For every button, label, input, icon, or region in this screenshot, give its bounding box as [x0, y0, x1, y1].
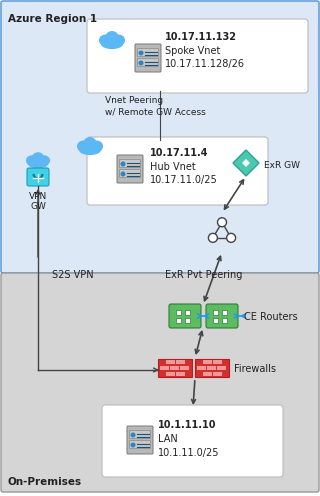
Circle shape	[131, 443, 135, 447]
Circle shape	[121, 162, 125, 166]
Bar	[170, 366, 179, 370]
Bar	[180, 366, 189, 370]
Ellipse shape	[106, 32, 118, 43]
Ellipse shape	[78, 141, 89, 151]
Bar	[185, 317, 189, 322]
FancyBboxPatch shape	[206, 304, 238, 328]
FancyBboxPatch shape	[119, 170, 140, 178]
Bar	[185, 310, 189, 314]
Bar	[203, 360, 212, 364]
Bar	[175, 317, 180, 322]
Text: 10.1.11.10: 10.1.11.10	[158, 420, 217, 430]
FancyBboxPatch shape	[135, 44, 161, 72]
Text: VPN
GW: VPN GW	[29, 192, 47, 211]
Bar	[221, 310, 227, 314]
Circle shape	[227, 233, 236, 243]
FancyBboxPatch shape	[87, 19, 308, 93]
Text: Vnet Peering
w/ Remote GW Access: Vnet Peering w/ Remote GW Access	[105, 96, 206, 117]
Polygon shape	[233, 150, 259, 176]
Ellipse shape	[39, 156, 49, 165]
Circle shape	[139, 61, 143, 65]
Text: 10.1.11.0/25: 10.1.11.0/25	[158, 448, 220, 458]
Text: Firewalls: Firewalls	[234, 364, 276, 374]
Text: Azure Region 1: Azure Region 1	[8, 14, 97, 24]
Text: Hub Vnet: Hub Vnet	[150, 162, 196, 172]
Ellipse shape	[80, 145, 100, 154]
Ellipse shape	[102, 39, 123, 49]
Text: 10.17.11.132: 10.17.11.132	[165, 32, 237, 42]
Bar	[197, 366, 206, 370]
Ellipse shape	[113, 35, 124, 46]
FancyBboxPatch shape	[1, 273, 319, 492]
Text: LAN: LAN	[158, 434, 178, 444]
Text: ExR Pvt Peering: ExR Pvt Peering	[165, 270, 242, 280]
Bar	[175, 310, 180, 314]
FancyBboxPatch shape	[130, 431, 150, 438]
Bar	[207, 366, 216, 370]
Bar	[160, 366, 169, 370]
Ellipse shape	[27, 156, 37, 165]
Circle shape	[121, 172, 125, 176]
Text: Spoke Vnet: Spoke Vnet	[165, 46, 220, 56]
Text: 10.17.11.4: 10.17.11.4	[150, 148, 209, 158]
FancyBboxPatch shape	[102, 405, 283, 477]
Bar	[166, 360, 175, 364]
FancyBboxPatch shape	[138, 59, 158, 66]
Bar	[195, 359, 229, 377]
Ellipse shape	[84, 138, 96, 149]
Text: CE Routers: CE Routers	[244, 312, 298, 322]
FancyBboxPatch shape	[119, 160, 140, 168]
Circle shape	[208, 233, 217, 243]
Text: S2S VPN: S2S VPN	[52, 270, 94, 280]
Text: 10.17.11.128/26: 10.17.11.128/26	[165, 59, 245, 69]
FancyBboxPatch shape	[138, 49, 158, 57]
FancyBboxPatch shape	[87, 137, 268, 205]
Bar	[203, 372, 212, 376]
Bar	[158, 359, 192, 377]
Circle shape	[218, 218, 227, 227]
Bar	[166, 372, 175, 376]
FancyBboxPatch shape	[169, 304, 201, 328]
Text: On-Premises: On-Premises	[8, 477, 82, 487]
Ellipse shape	[33, 153, 44, 163]
Bar	[176, 360, 185, 364]
Ellipse shape	[28, 159, 48, 168]
FancyBboxPatch shape	[130, 440, 150, 448]
FancyBboxPatch shape	[27, 168, 49, 186]
FancyBboxPatch shape	[117, 155, 143, 183]
Bar	[213, 360, 222, 364]
Circle shape	[139, 51, 143, 55]
Ellipse shape	[100, 35, 111, 46]
Bar	[217, 366, 226, 370]
Bar	[176, 372, 185, 376]
Bar	[221, 317, 227, 322]
Text: 10.17.11.0/25: 10.17.11.0/25	[150, 175, 218, 185]
Bar	[213, 372, 222, 376]
Circle shape	[131, 433, 135, 437]
Ellipse shape	[91, 141, 102, 151]
FancyBboxPatch shape	[1, 1, 319, 273]
Bar	[212, 317, 218, 322]
Text: ExR GW: ExR GW	[264, 161, 300, 170]
FancyBboxPatch shape	[127, 426, 153, 454]
Bar	[212, 310, 218, 314]
